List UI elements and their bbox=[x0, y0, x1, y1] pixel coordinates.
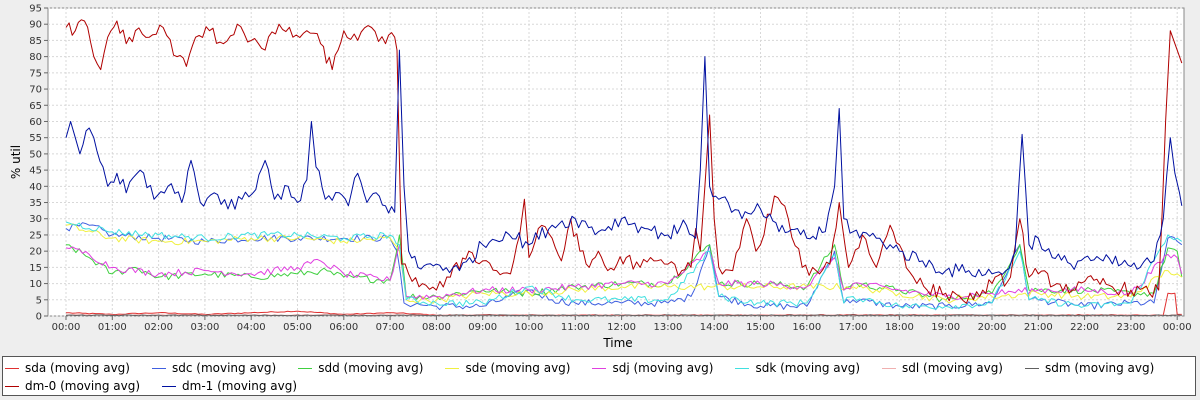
x-tick-label: 21:00 bbox=[1024, 322, 1053, 333]
legend-swatch bbox=[592, 367, 607, 369]
legend-label: sdj (moving avg) bbox=[612, 361, 714, 375]
legend-item: sdc (moving avg) bbox=[151, 359, 277, 377]
y-tick-label: 35 bbox=[29, 198, 42, 209]
legend-label: sdc (moving avg) bbox=[171, 361, 277, 375]
legend-item: dm-0 (moving avg) bbox=[5, 377, 140, 395]
x-tick-label: 14:00 bbox=[700, 322, 729, 333]
legend-item: sdm (moving avg) bbox=[1025, 359, 1154, 377]
x-tick-label: 06:00 bbox=[329, 322, 358, 333]
y-tick-label: 65 bbox=[29, 101, 42, 112]
legend-label: sde (moving avg) bbox=[465, 361, 571, 375]
y-tick-label: 75 bbox=[29, 68, 42, 79]
legend-swatch bbox=[1025, 367, 1039, 369]
y-tick-label: 95 bbox=[29, 4, 42, 15]
x-tick-label: 01:00 bbox=[98, 322, 127, 333]
x-axis-title: Time bbox=[602, 336, 632, 350]
chart-area: 0 5 10 15 20 25 30 35 40 45 50 55 60 65 70 75 80 85 90 95 00… bbox=[9, 4, 1192, 351]
legend-item: sdd (moving avg) bbox=[298, 359, 423, 377]
x-tick-label: 20:00 bbox=[978, 322, 1007, 333]
grid bbox=[48, 7, 1184, 317]
x-tick-label: 19:00 bbox=[931, 322, 960, 333]
y-tick-label: 0 bbox=[36, 312, 42, 323]
legend-swatch bbox=[735, 367, 750, 369]
legend-item: dm-1 (moving avg) bbox=[162, 377, 297, 395]
y-tick-label: 70 bbox=[29, 85, 42, 96]
series-line bbox=[65, 49, 1183, 278]
x-tick-label: 15:00 bbox=[746, 322, 775, 333]
x-tick-label: 08:00 bbox=[422, 322, 451, 333]
y-tick-label: 5 bbox=[36, 295, 42, 306]
y-tick-label: 20 bbox=[29, 247, 42, 258]
x-tick-label: 16:00 bbox=[792, 322, 821, 333]
y-tick-label: 80 bbox=[29, 52, 42, 63]
x-tick-label: 00:00 bbox=[52, 322, 81, 333]
y-tick-label: 15 bbox=[29, 263, 42, 274]
series-line bbox=[65, 221, 1183, 310]
legend-swatch bbox=[882, 367, 897, 369]
x-tick-label: 22:00 bbox=[1070, 322, 1099, 333]
legend-item: sdk (moving avg) bbox=[735, 359, 860, 377]
legend-item: sda (moving avg) bbox=[5, 359, 130, 377]
series-lines bbox=[65, 19, 1183, 317]
x-tick-label: 11:00 bbox=[561, 322, 590, 333]
legend-swatch bbox=[298, 367, 313, 369]
legend-swatch bbox=[5, 385, 19, 387]
plot-background bbox=[47, 7, 1185, 317]
series-line bbox=[65, 223, 1183, 304]
legend-label: sda (moving avg) bbox=[25, 361, 130, 375]
legend: sda (moving avg) sdc (moving avg) sdd (mov… bbox=[2, 356, 1196, 396]
x-tick-label: 07:00 bbox=[376, 322, 405, 333]
legend-swatch bbox=[151, 367, 166, 369]
y-axis-title: % util bbox=[9, 145, 23, 179]
legend-label: sdk (moving avg) bbox=[755, 361, 861, 375]
y-tick-label: 30 bbox=[29, 214, 42, 225]
x-tick-label: 17:00 bbox=[839, 322, 868, 333]
x-tick-label: 00:00 bbox=[1163, 322, 1192, 333]
x-tick-label: 04:00 bbox=[237, 322, 266, 333]
series-line bbox=[65, 19, 1183, 304]
y-tick-label: 10 bbox=[29, 279, 42, 290]
x-tick-label: 18:00 bbox=[885, 322, 914, 333]
x-tick-label: 03:00 bbox=[190, 322, 219, 333]
x-tick-label: 02:00 bbox=[144, 322, 173, 333]
y-tick-label: 55 bbox=[29, 133, 42, 144]
legend-label: sdd (moving avg) bbox=[318, 361, 424, 375]
y-tick-label: 45 bbox=[29, 166, 42, 177]
legend-label: sdl (moving avg) bbox=[902, 361, 1003, 375]
y-tick-label: 50 bbox=[29, 149, 42, 160]
legend-label: sdm (moving avg) bbox=[1045, 361, 1155, 375]
legend-item: sdj (moving avg) bbox=[592, 359, 713, 377]
legend-swatch bbox=[5, 367, 19, 369]
series-line bbox=[65, 314, 1182, 317]
y-tick-label: 90 bbox=[29, 20, 42, 31]
series-line bbox=[65, 244, 1183, 300]
y-tick-label: 25 bbox=[29, 230, 42, 241]
x-tick-label: 12:00 bbox=[607, 322, 636, 333]
legend-swatch bbox=[445, 367, 460, 369]
legend-item: sdl (moving avg) bbox=[882, 359, 1003, 377]
y-tick-label: 85 bbox=[29, 36, 42, 47]
legend-item: sde (moving avg) bbox=[445, 359, 570, 377]
x-tick-label: 23:00 bbox=[1116, 322, 1145, 333]
x-tick-label: 10:00 bbox=[515, 322, 544, 333]
y-tick-label: 60 bbox=[29, 117, 42, 128]
x-tick-label: 05:00 bbox=[283, 322, 312, 333]
x-tick-label: 13:00 bbox=[653, 322, 682, 333]
x-tick-label: 09:00 bbox=[468, 322, 497, 333]
legend-swatch bbox=[162, 385, 177, 387]
legend-label: dm-1 (moving avg) bbox=[182, 379, 298, 393]
legend-label: dm-0 (moving avg) bbox=[25, 379, 141, 393]
axes: 0 5 10 15 20 25 30 35 40 45 50 55 60 65 70 75 80 85 90 95 00… bbox=[29, 4, 1191, 334]
y-tick-label: 40 bbox=[29, 182, 42, 193]
